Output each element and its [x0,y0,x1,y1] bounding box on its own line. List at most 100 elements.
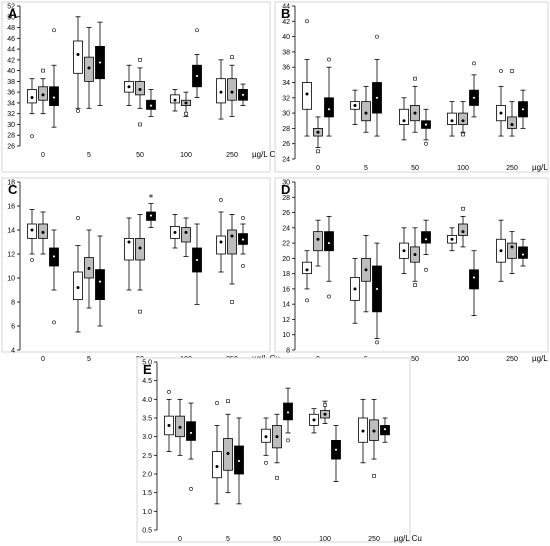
median-marker [312,418,316,422]
median-marker [237,459,241,463]
outlier-marker [499,69,503,73]
outlier-marker [316,149,320,154]
median-marker [323,412,327,416]
median-marker [149,214,153,218]
median-marker [461,230,465,234]
outlier-marker [305,19,309,24]
panel-b-unit-label: µg/L Cu [532,163,550,172]
median-marker [98,280,102,284]
panel-b-box-100-2 [458,101,468,137]
panel-d-y-tick-label: 30 [282,180,290,187]
panel-b-box-50-2 [410,76,420,133]
median-marker [41,93,45,97]
panel-d-box-100-2 [458,206,468,248]
panel-b-box-50-3 [421,108,431,146]
median-marker [499,249,503,253]
median-marker [305,92,309,96]
outlier-marker [219,198,223,202]
panel-d-y-tick-label: 26 [282,210,290,217]
panel-c-y-tick-label: 14 [7,228,15,235]
panel-c: C46810121416180550100250µg/L Cu* [1,177,280,363]
median-marker [361,429,365,433]
panel-d-y-tick-label: 28 [282,195,290,202]
panel-a-y-tick-label: 28 [7,133,15,140]
panel-a-box-250-1 [216,59,226,120]
outlier-marker [226,399,230,404]
panel-d-y-tick-label: 20 [282,256,290,263]
panel-c-box-5-3 [95,235,105,327]
panel-c-y-tick-label: 10 [7,276,15,283]
panel-d-y-tick-label: 8 [286,348,290,355]
iqr-box [212,451,222,479]
median-marker [149,104,153,108]
panel-a-box-250-2 [227,55,237,117]
panel-c-box-250-1 [216,198,226,273]
outlier-marker [241,264,245,268]
median-marker [76,52,80,57]
median-marker [461,119,465,123]
median-marker [424,123,428,127]
median-marker [353,287,357,291]
panel-b-y-tick-label: 44 [282,4,290,11]
iqr-box [507,116,517,129]
outlier-marker [275,475,279,480]
panel-a-box-100-1 [170,89,180,112]
outlier-marker [424,141,428,146]
panel-b: B 24 26 28 30 32 34 36 38 40 42 44 0 5 50 100 250 µg/L Cu [274,1,550,173]
panel-e-y-tick-label: 4.5 [142,378,152,385]
median-marker [327,107,331,111]
panel-b-box-250-2 [507,69,517,137]
outlier-marker [195,28,199,33]
median-marker [52,254,56,258]
outlier-marker [138,58,142,62]
iqr-box [361,101,371,122]
panel-d-y-tick-label: 24 [282,225,290,232]
iqr-box [73,271,83,301]
outlier-marker [30,134,34,139]
panel-e-y-tick-label: 2.0 [142,472,152,479]
panel-e-box-250-2 [369,398,379,478]
iqr-box [313,231,323,252]
panel-d-x-tick-label: 50 [411,356,419,363]
panel-c-box-5-1 [73,216,83,333]
panel-c-box-0-1 [27,209,37,262]
iqr-box [458,223,468,236]
median-marker [184,230,188,234]
panel-d-box-5-1 [350,257,360,324]
panel-e-y-tick-label: 1.0 [142,509,152,516]
panel-a-x-tick-label: 50 [136,152,144,159]
median-marker [30,95,34,100]
panel-b-y-tick-label: 32 [282,95,290,102]
median-marker [127,85,131,89]
panel-a-box-50-1 [124,64,134,107]
panel-d-x-tick-label: 250 [506,356,518,363]
panel-e-x-tick-label: 250 [368,536,380,543]
panel-d-box-0-2 [313,219,323,267]
panel-c-box-100-1 [170,213,180,249]
panel-e-x-tick-label: 0 [178,536,182,543]
median-marker [173,230,177,234]
iqr-box [227,78,237,101]
panel-c-box-0-3 [49,229,59,325]
median-marker [230,90,234,94]
outlier-marker [41,68,45,73]
median-marker [76,286,80,290]
panel-a-box-0-2 [38,68,48,115]
median-marker [353,103,357,107]
median-marker [364,111,368,115]
panel-b-box-0-2 [313,116,323,154]
outlier-marker [375,340,379,345]
iqr-box [227,229,237,255]
panel-e-box-250-1 [358,398,368,464]
median-marker [52,95,56,100]
panel-b-y-tick-label: 24 [282,157,290,164]
panel-b-box-250-3 [518,89,528,129]
outlier-marker [138,309,142,314]
panel-b-y-tick-label: 42 [282,19,290,26]
panel-c-y-tick-label: 16 [7,204,15,211]
panel-e-y-tick-label: 3.0 [142,434,152,441]
panel-b-x-tick-label: 100 [457,165,469,172]
panel-c-box-0-2 [38,211,48,255]
median-marker [230,234,234,238]
